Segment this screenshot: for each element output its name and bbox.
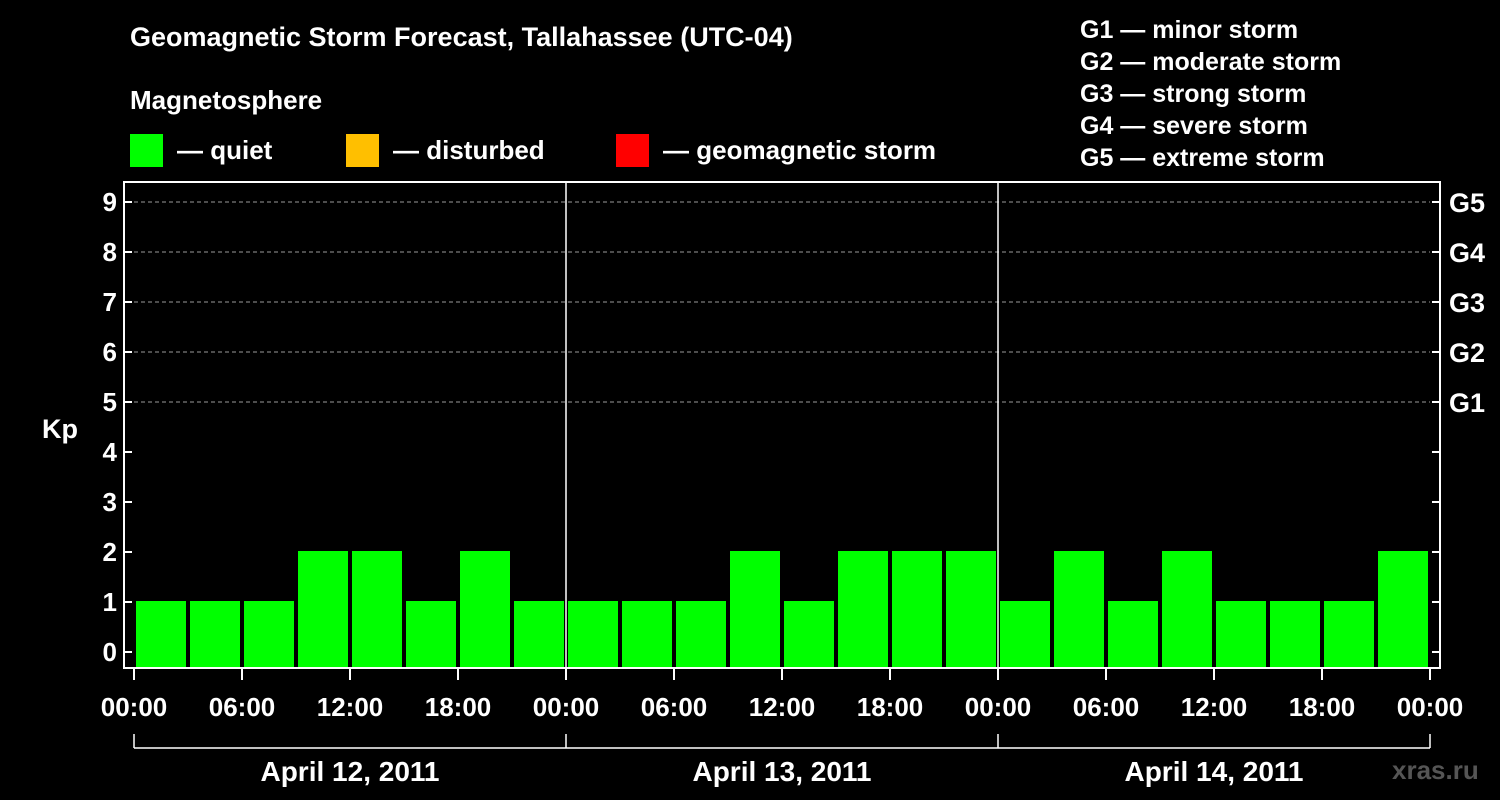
x-tick-label: 12:00	[1181, 692, 1248, 722]
y-tick-label: 5	[103, 387, 117, 417]
legend-swatch-storm	[616, 133, 649, 167]
kp-bar	[838, 551, 888, 668]
legend-quiet: — quiet	[130, 133, 272, 167]
day-label: April 12, 2011	[260, 756, 439, 787]
kp-bar	[1054, 551, 1104, 668]
x-tick-label: 06:00	[641, 692, 708, 722]
kp-bar	[298, 551, 348, 668]
g-legend-g1: G1 — minor storm	[1080, 16, 1299, 44]
legend-swatch-quiet	[130, 133, 163, 167]
y-tick-label: 8	[103, 237, 117, 267]
kp-bar	[784, 601, 834, 668]
chart-title: Geomagnetic Storm Forecast, Tallahassee …	[130, 22, 793, 52]
g-legend-g4: G4 — severe storm	[1080, 112, 1308, 140]
kp-bar	[676, 601, 726, 668]
kp-bar	[1270, 601, 1320, 668]
kp-bar	[622, 601, 672, 668]
legend-label-disturbed: — disturbed	[393, 134, 545, 165]
g-legend-g5: G5 — extreme storm	[1080, 144, 1325, 172]
x-tick-label: 12:00	[317, 692, 384, 722]
kp-bar	[730, 551, 780, 668]
g-scale-label: G5	[1449, 188, 1485, 218]
y-tick-label: 1	[103, 587, 117, 617]
x-tick-label: 06:00	[1073, 692, 1140, 722]
kp-bar	[1324, 601, 1374, 668]
legend-disturbed: — disturbed	[346, 133, 545, 167]
kp-bar	[1378, 551, 1428, 668]
g-scale-label: G4	[1449, 238, 1485, 268]
kp-bar	[136, 601, 186, 668]
kp-bar	[1162, 551, 1212, 668]
kp-bar	[514, 601, 564, 668]
y-axis-label: Kp	[42, 414, 78, 444]
legend-label-storm: — geomagnetic storm	[663, 134, 937, 165]
x-tick-label: 00:00	[533, 692, 600, 722]
x-tick-label: 06:00	[209, 692, 276, 722]
y-tick-label: 4	[103, 437, 118, 467]
kp-bar	[244, 601, 294, 668]
kp-bar	[352, 551, 402, 668]
kp-bar	[406, 601, 456, 668]
x-tick-label: 12:00	[749, 692, 816, 722]
watermark: xras.ru	[1392, 755, 1479, 785]
y-tick-label: 6	[103, 337, 117, 367]
kp-bar	[1216, 601, 1266, 668]
legend-swatch-disturbed	[346, 133, 379, 167]
kp-bar	[460, 551, 510, 668]
kp-bar	[892, 551, 942, 668]
g-legend-g2: G2 — moderate storm	[1080, 48, 1342, 76]
y-tick-label: 9	[103, 187, 117, 217]
kp-bar	[568, 601, 618, 668]
g-scale-label: G2	[1449, 338, 1485, 368]
kp-bar	[1000, 601, 1050, 668]
y-tick-label: 2	[103, 537, 117, 567]
legend-label-quiet: — quiet	[177, 134, 273, 165]
chart-subtitle: Magnetosphere	[130, 85, 323, 115]
legend-storm: — geomagnetic storm	[616, 133, 936, 167]
y-tick-label: 3	[103, 487, 117, 517]
x-tick-label: 00:00	[1397, 692, 1464, 722]
y-tick-label: 0	[103, 637, 117, 667]
day-label: April 14, 2011	[1124, 756, 1303, 787]
x-tick-label: 00:00	[965, 692, 1032, 722]
g-scale-label: G1	[1449, 388, 1485, 418]
x-tick-label: 00:00	[101, 692, 168, 722]
x-tick-label: 18:00	[1289, 692, 1356, 722]
kp-bar	[1108, 601, 1158, 668]
x-tick-label: 18:00	[425, 692, 492, 722]
g-legend-g3: G3 — strong storm	[1080, 80, 1307, 108]
g-scale-legend: G1 — minor storm G2 — moderate storm G3 …	[1080, 14, 1341, 174]
x-tick-label: 18:00	[857, 692, 924, 722]
g-scale-label: G3	[1449, 288, 1485, 318]
y-tick-label: 7	[103, 287, 117, 317]
kp-bar	[946, 551, 996, 668]
kp-bar	[190, 601, 240, 668]
day-label: April 13, 2011	[692, 756, 871, 787]
